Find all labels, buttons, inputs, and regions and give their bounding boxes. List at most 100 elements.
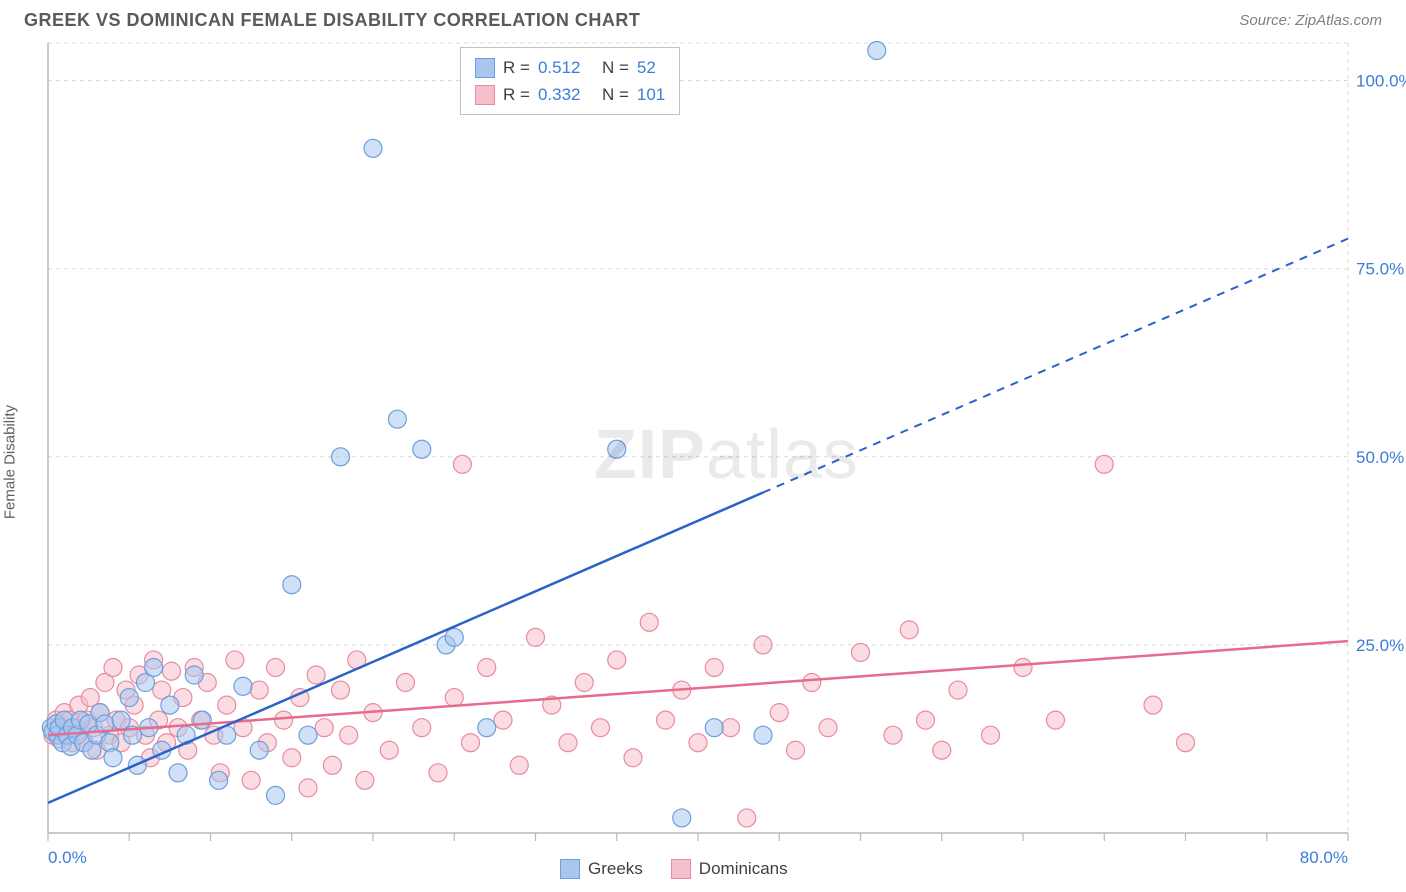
dominican-point	[689, 734, 707, 752]
dominican-point	[917, 711, 935, 729]
greek-point	[145, 658, 163, 676]
dominican-point	[608, 651, 626, 669]
dominican-point	[315, 719, 333, 737]
greek-point	[283, 576, 301, 594]
greek-point	[299, 726, 317, 744]
dominican-point	[624, 749, 642, 767]
legend-swatch	[475, 85, 495, 105]
greek-point	[332, 448, 350, 466]
dominican-point	[559, 734, 577, 752]
dominican-point	[754, 636, 772, 654]
dominican-point	[242, 771, 260, 789]
greek-point	[608, 440, 626, 458]
dominican-point	[657, 711, 675, 729]
scatter-chart: 0.0% 80.0% 25.0% 50.0% 75.0% 100.0%	[0, 37, 1406, 887]
dominican-point	[226, 651, 244, 669]
dominican-point	[819, 719, 837, 737]
greek-point	[388, 410, 406, 428]
chart-source: Source: ZipAtlas.com	[1239, 12, 1382, 29]
dominican-point	[900, 621, 918, 639]
greek-point	[169, 764, 187, 782]
greek-point	[673, 809, 691, 827]
dominican-point	[250, 681, 268, 699]
y-tick-label: 100.0%	[1356, 72, 1406, 91]
dominican-point	[163, 662, 181, 680]
dominican-point	[949, 681, 967, 699]
chart-title: GREEK VS DOMINICAN FEMALE DISABILITY COR…	[24, 10, 640, 31]
series-legend: Greeks Dominicans	[560, 859, 788, 879]
dominican-point	[640, 613, 658, 631]
dominican-point	[299, 779, 317, 797]
dominican-point	[275, 711, 293, 729]
chart-area: Female Disability 0.0% 80.0% 25.0% 50.0% 75.…	[0, 37, 1406, 887]
greek-regression-line-solid	[48, 493, 763, 803]
y-tick-label: 50.0%	[1356, 448, 1404, 467]
greek-point	[193, 711, 211, 729]
dominican-point	[738, 809, 756, 827]
dominican-point	[478, 658, 496, 676]
greek-point	[413, 440, 431, 458]
greek-point	[250, 741, 268, 759]
y-tick-label: 75.0%	[1356, 260, 1404, 279]
correlation-legend: R =0.512N =52R =0.332N =101	[460, 47, 680, 115]
dominican-point	[1144, 696, 1162, 714]
dominican-point	[933, 741, 951, 759]
dominican-point	[356, 771, 374, 789]
dominican-point	[770, 704, 788, 722]
dominican-point	[332, 681, 350, 699]
legend-row-greek: R =0.512N =52	[475, 54, 665, 81]
greek-point	[112, 711, 130, 729]
greek-point	[705, 719, 723, 737]
dominican-point	[1177, 734, 1195, 752]
dominican-point	[445, 689, 463, 707]
dominican-point	[323, 756, 341, 774]
greek-point	[364, 139, 382, 157]
greek-point	[185, 666, 203, 684]
greek-point	[104, 749, 122, 767]
legend-swatch	[475, 58, 495, 78]
greek-point	[445, 628, 463, 646]
x-tick-label: 80.0%	[1300, 848, 1348, 867]
dominican-point	[705, 658, 723, 676]
dominican-point	[852, 643, 870, 661]
x-tick-label: 0.0%	[48, 848, 87, 867]
dominican-point	[592, 719, 610, 737]
dominican-point	[397, 674, 415, 692]
dominican-point	[340, 726, 358, 744]
greek-point	[120, 689, 138, 707]
greek-point	[210, 771, 228, 789]
dominican-point	[413, 719, 431, 737]
dominican-point	[494, 711, 512, 729]
greek-point	[754, 726, 772, 744]
greek-point	[234, 677, 252, 695]
greek-point	[868, 42, 886, 60]
dominican-point	[267, 658, 285, 676]
dominican-point	[982, 726, 1000, 744]
dominican-point	[510, 756, 528, 774]
dominican-point	[218, 696, 236, 714]
dominican-point	[1014, 658, 1032, 676]
dominican-point	[283, 749, 301, 767]
dominican-point	[1095, 455, 1113, 473]
series-legend-greek: Greeks	[560, 859, 643, 879]
legend-row-dom: R =0.332N =101	[475, 81, 665, 108]
greek-point	[267, 786, 285, 804]
dominican-point	[787, 741, 805, 759]
y-tick-label: 25.0%	[1356, 636, 1404, 655]
dominican-point	[575, 674, 593, 692]
legend-swatch	[560, 859, 580, 879]
greek-point	[161, 696, 179, 714]
greek-point	[478, 719, 496, 737]
dominican-point	[462, 734, 480, 752]
dominican-point	[429, 764, 447, 782]
dominican-point	[453, 455, 471, 473]
chart-header: GREEK VS DOMINICAN FEMALE DISABILITY COR…	[0, 0, 1406, 37]
dominican-point	[803, 674, 821, 692]
dominican-point	[380, 741, 398, 759]
dominican-point	[722, 719, 740, 737]
series-legend-dom: Dominicans	[671, 859, 788, 879]
y-axis-label: Female Disability	[2, 405, 19, 519]
dominican-point	[104, 658, 122, 676]
dominican-point	[307, 666, 325, 684]
greek-regression-line-dashed	[763, 239, 1348, 493]
